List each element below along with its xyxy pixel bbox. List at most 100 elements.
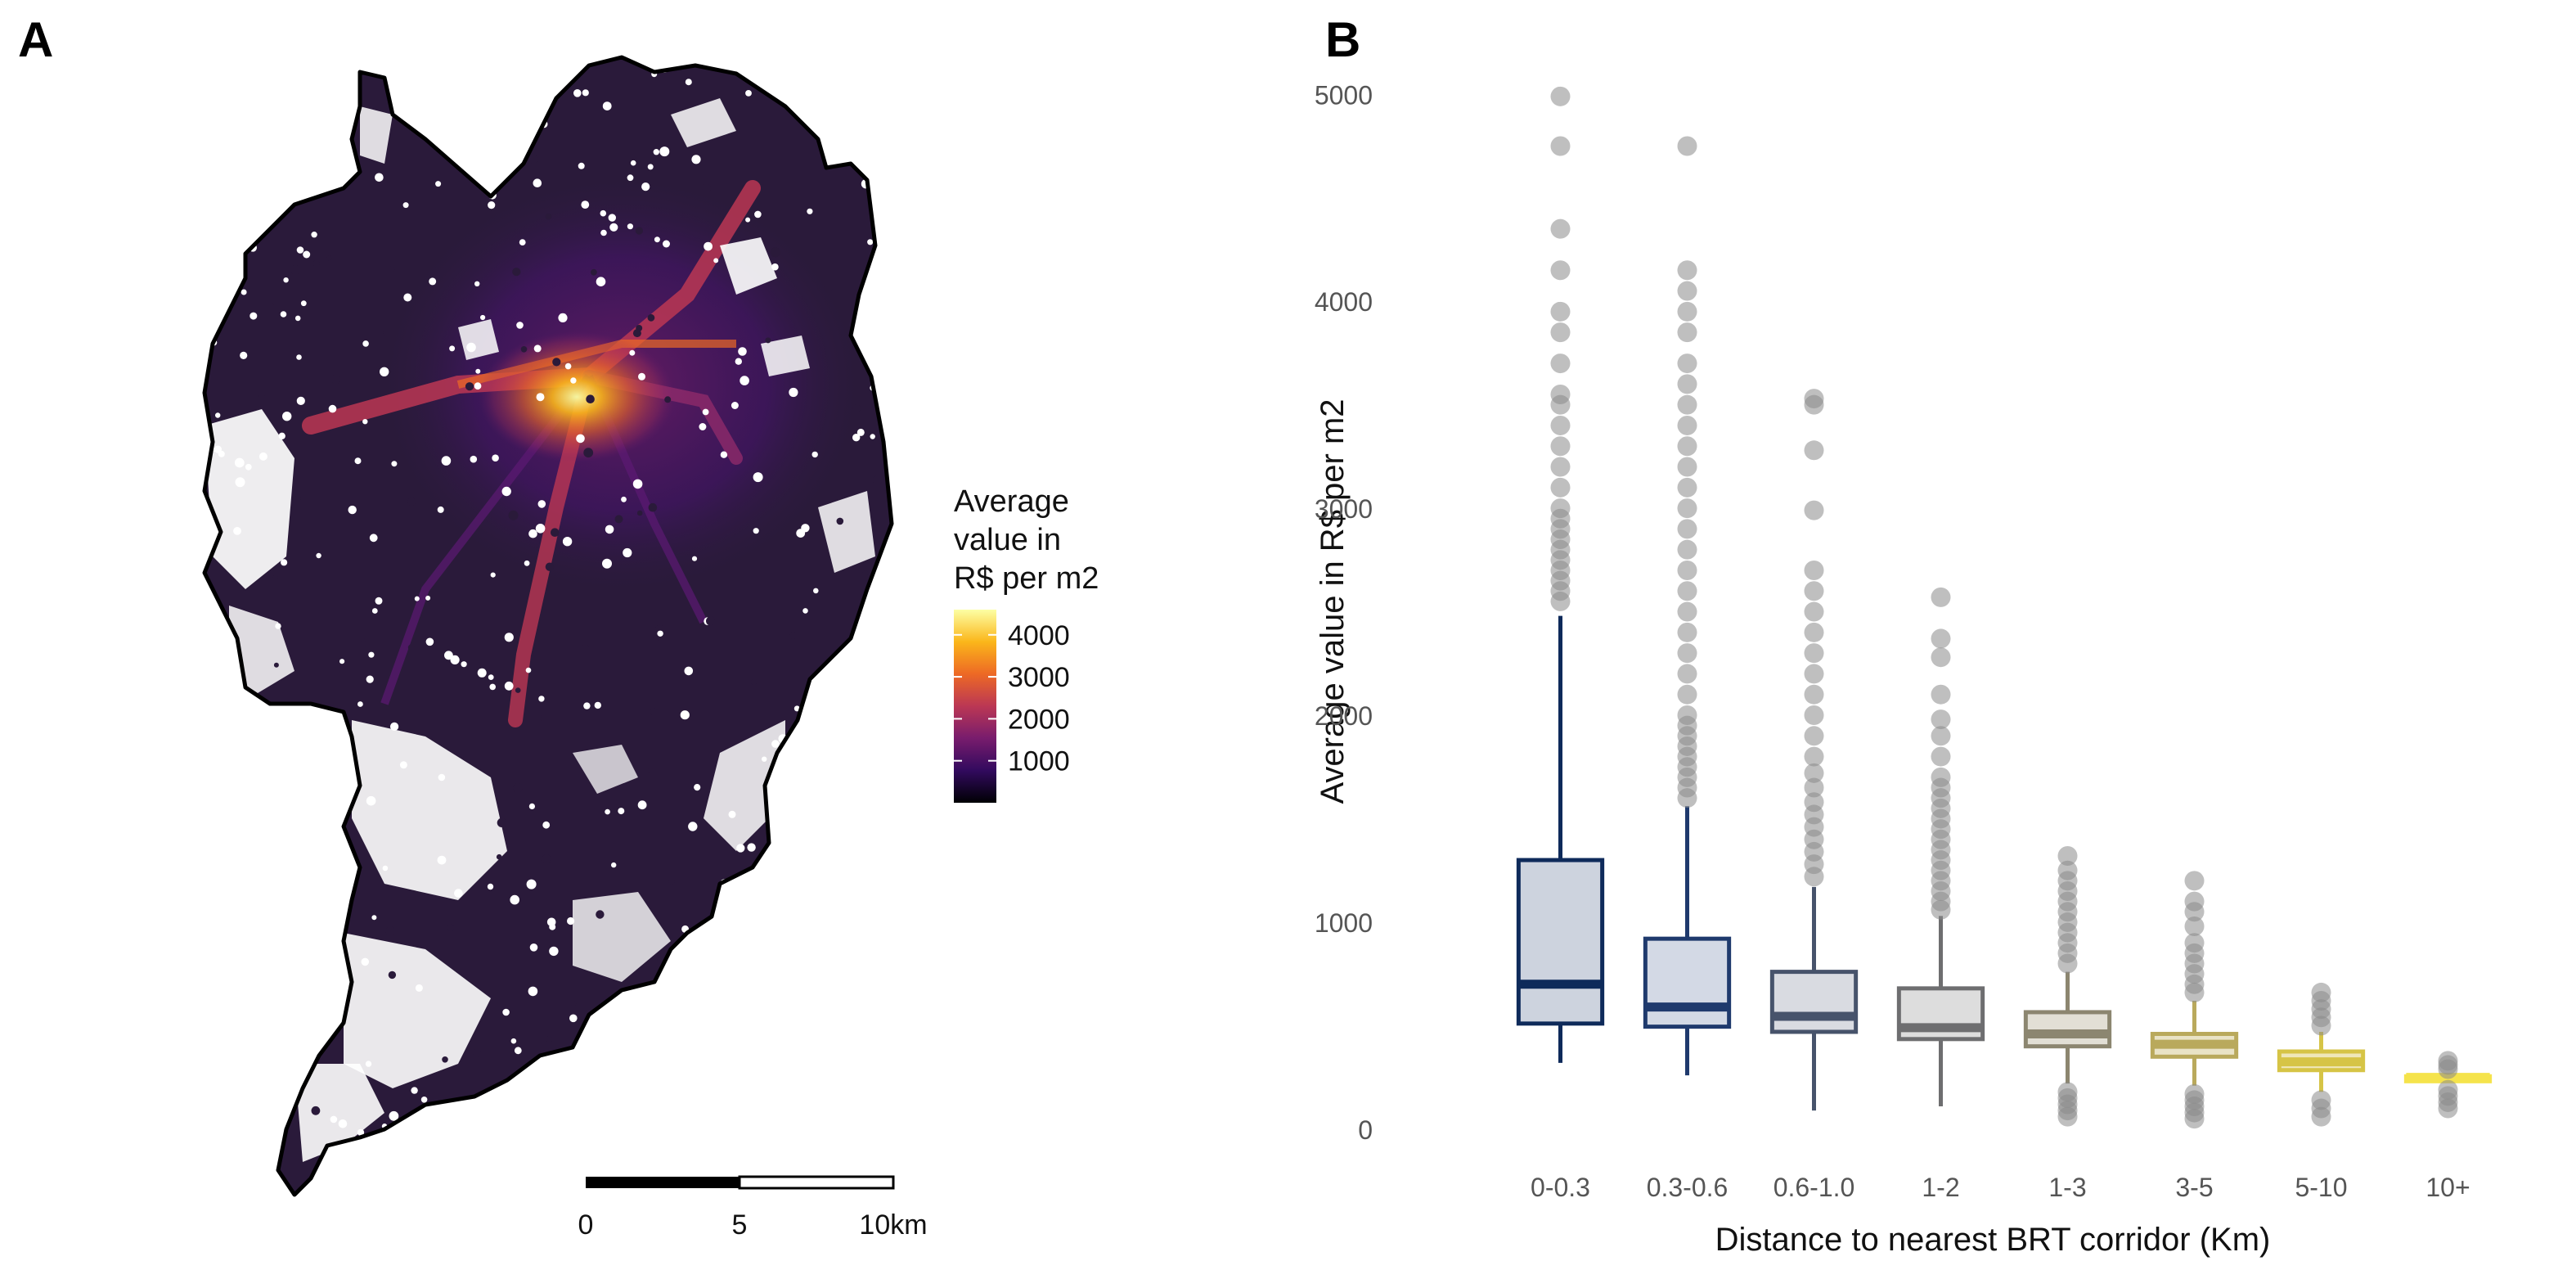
speckle-dot bbox=[308, 738, 314, 744]
speckle-dot bbox=[728, 810, 736, 818]
speckle-dot bbox=[437, 506, 444, 513]
speckle-dot bbox=[636, 325, 643, 331]
speckle-dot bbox=[531, 71, 541, 81]
speckle-dot bbox=[492, 454, 499, 462]
speckle-dot bbox=[303, 1053, 311, 1062]
speckle-dot bbox=[704, 241, 713, 251]
legend-title-line-2: value in bbox=[954, 523, 1061, 557]
speckle-dot bbox=[583, 702, 591, 709]
outlier-point bbox=[1677, 374, 1697, 394]
speckle-dot bbox=[754, 210, 762, 218]
outlier-point bbox=[2184, 891, 2205, 912]
speckle-dot bbox=[762, 756, 767, 762]
box-1-2 bbox=[1896, 587, 1985, 1107]
speckle-dot bbox=[545, 213, 552, 220]
speckle-dot bbox=[860, 642, 868, 651]
speckle-dot bbox=[867, 239, 874, 245]
speckle-dot bbox=[706, 616, 716, 626]
x-tick-label: 1-3 bbox=[2048, 1173, 2086, 1202]
outlier-point bbox=[1804, 746, 1824, 767]
speckle-dot bbox=[802, 608, 808, 614]
iqr-box bbox=[2023, 1010, 2112, 1049]
outlier-point bbox=[1550, 498, 1571, 519]
speckle-dot bbox=[382, 865, 389, 871]
outlier-point bbox=[1677, 415, 1697, 435]
map-region bbox=[202, 55, 894, 1197]
speckle-dot bbox=[659, 146, 670, 157]
outlier-point bbox=[1931, 726, 1951, 746]
speckle-dot bbox=[789, 632, 797, 640]
speckle-dot bbox=[362, 419, 368, 425]
outlier-point bbox=[1677, 664, 1697, 684]
legend-ticks: 4000 3000 2000 1000 bbox=[954, 620, 1070, 777]
speckle-dot bbox=[665, 1110, 674, 1119]
speckle-dot bbox=[870, 156, 876, 162]
speckle-dot bbox=[542, 821, 551, 829]
y-tick-label: 2000 bbox=[1315, 701, 1373, 731]
speckle-dot bbox=[316, 552, 321, 559]
speckle-dot bbox=[235, 477, 245, 488]
speckle-dot bbox=[366, 795, 376, 806]
speckle-dot bbox=[843, 65, 850, 72]
speckle-dot bbox=[514, 1047, 522, 1055]
speckle-dot bbox=[253, 931, 258, 937]
speckle-dot bbox=[753, 528, 759, 534]
speckle-dot bbox=[694, 784, 701, 791]
box-10+ bbox=[2403, 1051, 2493, 1119]
speckle-dot bbox=[877, 796, 887, 806]
speckle-dot bbox=[825, 1043, 834, 1052]
outlier-point bbox=[1804, 389, 1824, 409]
speckle-dot bbox=[778, 1138, 786, 1146]
speckle-dot bbox=[209, 94, 219, 104]
speckle-dot bbox=[611, 862, 617, 868]
speckle-dot bbox=[832, 760, 842, 769]
outlier-point bbox=[1804, 726, 1824, 746]
speckle-dot bbox=[570, 1001, 577, 1007]
speckle-dot bbox=[685, 79, 692, 86]
speckle-dot bbox=[317, 930, 326, 939]
speckle-dot bbox=[528, 803, 536, 810]
outlier-point bbox=[1677, 705, 1697, 726]
speckle-dot bbox=[290, 264, 300, 275]
speckle-dot bbox=[629, 349, 636, 356]
speckle-dot bbox=[533, 178, 542, 187]
outlier-point bbox=[1804, 500, 1824, 520]
speckle-dot bbox=[865, 1025, 875, 1035]
speckle-dot bbox=[518, 1110, 524, 1117]
speckle-dot bbox=[576, 434, 585, 444]
speckle-dot bbox=[504, 633, 514, 642]
outlier-point bbox=[2184, 871, 2205, 891]
speckle-dot bbox=[831, 95, 838, 101]
outlier-point bbox=[1804, 684, 1824, 705]
box-3-5 bbox=[2150, 871, 2239, 1129]
speckle-dot bbox=[637, 800, 647, 810]
speckle-dot bbox=[699, 423, 707, 430]
speckle-dot bbox=[546, 1035, 553, 1043]
speckle-dot bbox=[450, 655, 460, 665]
speckle-dot bbox=[862, 570, 869, 577]
speckle-dot bbox=[811, 95, 820, 103]
speckle-dot bbox=[812, 820, 821, 829]
speckle-dot bbox=[264, 146, 270, 152]
speckle-dot bbox=[331, 795, 338, 801]
speckle-dot bbox=[654, 236, 660, 243]
speckle-dot bbox=[411, 1087, 418, 1094]
speckle-dot bbox=[515, 1154, 524, 1161]
speckle-dot bbox=[789, 387, 798, 398]
speckle-dot bbox=[245, 127, 254, 135]
speckle-dot bbox=[438, 81, 449, 91]
outlier-point bbox=[2057, 1082, 2078, 1102]
speckle-dot bbox=[272, 574, 278, 580]
outlier-point bbox=[1677, 539, 1697, 560]
speckle-dot bbox=[273, 662, 279, 668]
speckle-dot bbox=[474, 281, 480, 286]
speckle-dot bbox=[258, 968, 267, 977]
speckle-dot bbox=[680, 945, 686, 952]
speckle-dot bbox=[882, 1118, 890, 1127]
outlier-point bbox=[1550, 301, 1571, 322]
speckle-dot bbox=[770, 247, 780, 258]
speckle-dot bbox=[241, 289, 247, 295]
speckle-dot bbox=[799, 991, 809, 1000]
scale-bar: 0 5 10km bbox=[578, 1175, 928, 1241]
outlier-point bbox=[1804, 777, 1824, 798]
